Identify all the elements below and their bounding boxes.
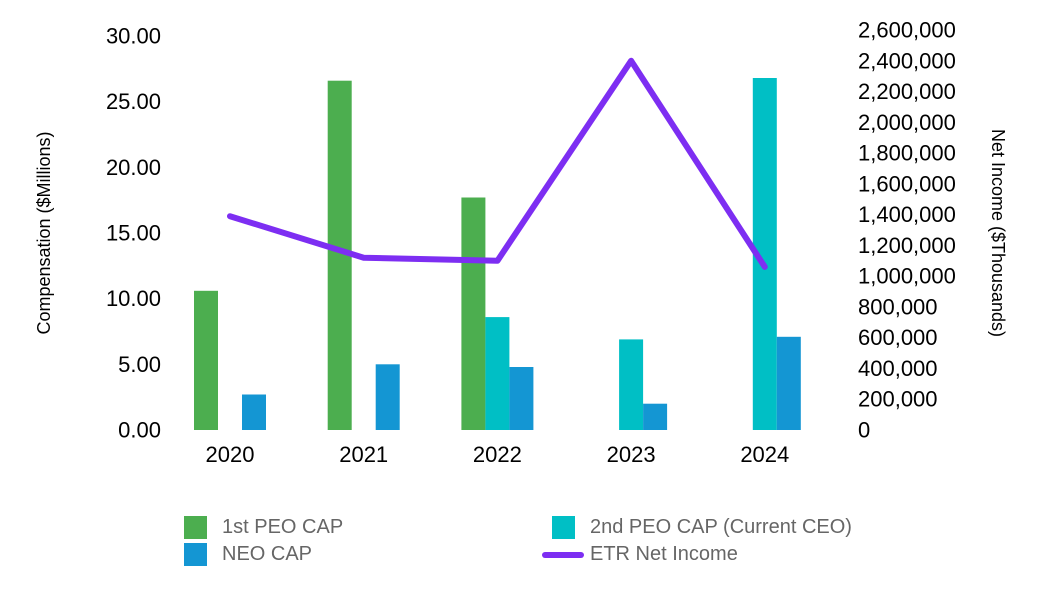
right-axis-tick: 1,000,000	[858, 264, 956, 289]
right-axis-tick: 2,400,000	[858, 48, 956, 73]
legend-column-2: 2nd PEO CAP (Current CEO) ETR Net Income	[542, 514, 852, 568]
right-axis-tick: 600,000	[858, 325, 938, 350]
chart-legend: 1st PEO CAP NEO CAP 2nd PEO CAP (Current C…	[0, 514, 1042, 584]
x-axis-label-2021: 2021	[339, 442, 388, 467]
right-axis-tick: 800,000	[858, 294, 938, 319]
left-axis-tick: 25.00	[106, 89, 161, 114]
left-axis-tick: 5.00	[118, 352, 161, 377]
legend-label: 1st PEO CAP	[222, 516, 344, 538]
right-axis-title: Net Income ($Thousands)	[988, 129, 1008, 337]
legend-label: NEO CAP	[222, 543, 313, 565]
legend-label: 2nd PEO CAP (Current CEO)	[590, 516, 852, 538]
line-swatch-icon	[542, 551, 584, 558]
net-income-line	[227, 57, 768, 270]
right-axis-tick: 2,600,000	[858, 18, 956, 43]
legend-square-swatch	[542, 516, 584, 539]
legend-item: 2nd PEO CAP (Current CEO)	[542, 514, 852, 541]
x-axis-label-2022: 2022	[473, 442, 522, 467]
left-axis-title: Compensation ($Millions)	[34, 131, 54, 334]
x-axis-label-2024: 2024	[740, 442, 789, 467]
legend-item: NEO CAP	[183, 541, 343, 568]
legend-square-swatch	[183, 516, 207, 539]
bar-second-peo-cap-2023	[619, 339, 644, 430]
x-axis-label-2023: 2023	[607, 442, 656, 467]
bar-first-peo-cap-2020	[194, 290, 218, 430]
left-axis-tick: 10.00	[106, 286, 161, 311]
legend-label: ETR Net Income	[590, 543, 738, 565]
square-swatch-icon	[183, 543, 207, 566]
right-axis-tick: 2,000,000	[858, 110, 956, 135]
left-axis-tick: 15.00	[106, 221, 161, 246]
right-axis-tick: 1,400,000	[858, 202, 956, 227]
left-axis-tick: 20.00	[106, 155, 161, 180]
left-axis-tick: 30.00	[106, 24, 161, 49]
legend-column-1: 1st PEO CAP NEO CAP	[183, 514, 343, 568]
legend-item: ETR Net Income	[542, 541, 852, 568]
right-axis-tick: 0	[858, 418, 870, 443]
bar-neo-cap-2021	[375, 364, 400, 430]
bar-neo-cap-2020	[242, 394, 266, 430]
left-axis-tick: 0.00	[118, 418, 161, 443]
right-axis-tick: 200,000	[858, 387, 938, 412]
right-axis-tick: 1,200,000	[858, 233, 956, 258]
right-axis-tick: 2,200,000	[858, 79, 956, 104]
bar-first-peo-cap-2022	[461, 197, 486, 430]
bar-neo-cap-2023	[643, 403, 668, 430]
right-axis-tick: 400,000	[858, 356, 938, 381]
bar-second-peo-cap-2022	[485, 317, 510, 430]
legend-line-swatch	[542, 551, 584, 558]
bar-neo-cap-2024	[776, 336, 801, 430]
legend-square-swatch	[183, 543, 207, 566]
chart-canvas: 0.00 5.00 10.00 15.00 20.00 25.00 30.00 0 200,00…	[34, 18, 1008, 468]
right-axis-tick: 1,600,000	[858, 171, 956, 196]
x-axis-label-2020: 2020	[206, 442, 255, 467]
square-swatch-icon	[183, 516, 207, 539]
legend-item: 1st PEO CAP	[183, 514, 343, 541]
square-swatch-icon	[551, 516, 575, 539]
bar-neo-cap-2022	[509, 367, 534, 430]
right-axis-tick: 1,800,000	[858, 141, 956, 166]
